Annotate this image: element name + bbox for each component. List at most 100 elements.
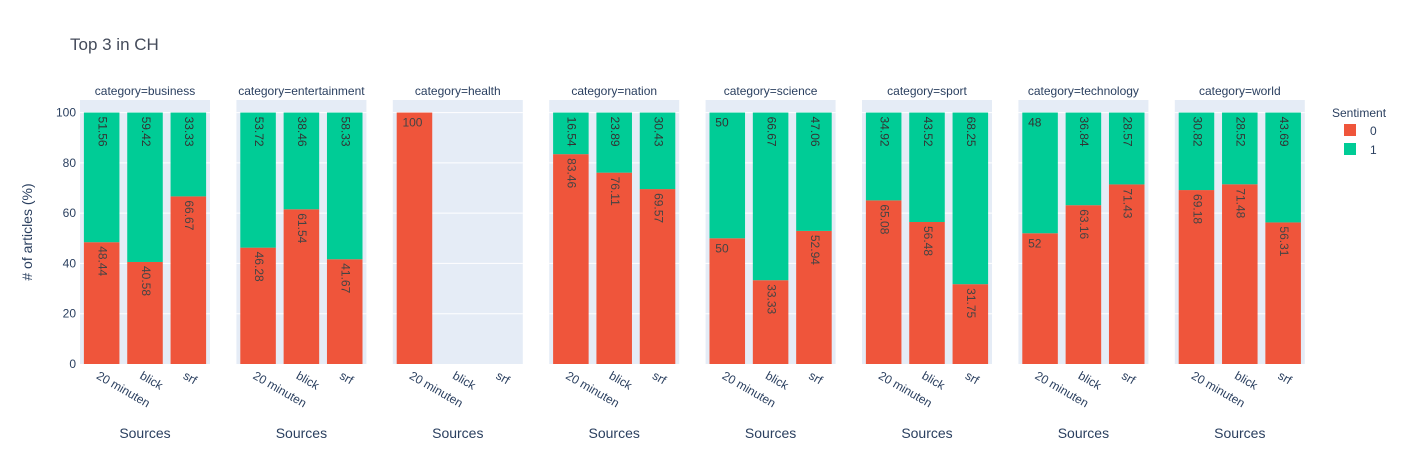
bar-sentiment-0[interactable]	[796, 230, 832, 364]
bar-label-sentiment-0: 76.11	[608, 177, 622, 206]
bar-sentiment-0[interactable]	[170, 196, 207, 364]
bar-label-sentiment-1: 33.33	[182, 117, 196, 147]
bar-sentiment-1[interactable]	[240, 112, 276, 248]
y-tick-label: 60	[63, 206, 77, 220]
y-axis-title: # of articles (%)	[19, 183, 35, 280]
bar-sentiment-1[interactable]	[796, 112, 832, 231]
bar-sentiment-0[interactable]	[596, 172, 632, 364]
legend-item-label[interactable]: 0	[1370, 124, 1377, 138]
bar-sentiment-1[interactable]	[952, 112, 989, 285]
bar-sentiment-1[interactable]	[1178, 112, 1215, 191]
bar-sentiment-0[interactable]	[1022, 233, 1058, 364]
bar-sentiment-0[interactable]	[83, 242, 120, 364]
bar-label-sentiment-1: 28.57	[1121, 117, 1135, 147]
x-tick-label: srf	[337, 368, 356, 387]
bar-sentiment-1[interactable]	[1065, 112, 1102, 206]
bar-label-sentiment-0: 100	[402, 116, 422, 130]
bar-sentiment-1[interactable]	[909, 112, 945, 222]
facet-title: category=entertainment	[238, 84, 365, 98]
bar-sentiment-0[interactable]	[396, 112, 433, 364]
bar-sentiment-1[interactable]	[553, 112, 589, 155]
bar-label-sentiment-1: 16.54	[565, 117, 579, 147]
bar-sentiment-0[interactable]	[283, 209, 320, 364]
legend-swatch[interactable]	[1344, 124, 1356, 136]
x-tick-label: blick	[138, 368, 167, 393]
bar-label-sentiment-1: 47.06	[808, 117, 822, 147]
x-axis-title: Sources	[119, 425, 170, 441]
x-axis-title: Sources	[432, 425, 483, 441]
bar-label-sentiment-0: 48.44	[95, 246, 109, 276]
bar-sentiment-1[interactable]	[1022, 112, 1058, 234]
legend-swatch[interactable]	[1344, 143, 1356, 155]
bar-sentiment-1[interactable]	[283, 112, 320, 210]
bar-sentiment-0[interactable]	[1108, 184, 1145, 364]
bar-sentiment-1[interactable]	[127, 112, 163, 262]
x-tick-label: blick	[1076, 368, 1105, 393]
bar-sentiment-1[interactable]	[1108, 112, 1145, 185]
bar-sentiment-1[interactable]	[865, 112, 902, 201]
x-tick-label: blick	[294, 368, 323, 393]
bar-sentiment-1[interactable]	[752, 112, 789, 281]
bar-label-sentiment-0: 69.57	[651, 193, 665, 223]
x-tick-label: srf	[181, 368, 200, 387]
x-axis-title: Sources	[901, 425, 952, 441]
bar-sentiment-1[interactable]	[596, 112, 632, 173]
bar-label-sentiment-1: 30.43	[651, 117, 665, 147]
bar-sentiment-0[interactable]	[909, 221, 945, 364]
bar-sentiment-1[interactable]	[639, 112, 676, 190]
legend[interactable]: Sentiment 0 1	[1332, 106, 1387, 157]
legend-item-label[interactable]: 1	[1370, 143, 1377, 157]
bar-label-sentiment-0: 83.46	[565, 158, 579, 188]
bar-sentiment-1[interactable]	[709, 112, 746, 239]
bar-label-sentiment-0: 33.33	[764, 284, 778, 314]
bar-label-sentiment-1: 36.84	[1077, 117, 1091, 147]
bar-label-sentiment-0: 31.75	[964, 288, 978, 318]
bar-sentiment-0[interactable]	[752, 280, 789, 364]
bar-sentiment-1[interactable]	[1222, 112, 1258, 185]
bar-sentiment-0[interactable]	[553, 154, 589, 364]
bar-sentiment-0[interactable]	[1265, 222, 1301, 364]
bar-sentiment-1[interactable]	[83, 112, 120, 243]
facet-title: category=health	[415, 84, 501, 98]
facet-title: category=technology	[1028, 84, 1139, 98]
x-axis-title: Sources	[1214, 425, 1265, 441]
x-axis-title: Sources	[1058, 425, 1109, 441]
bar-label-sentiment-1: 38.46	[295, 117, 309, 147]
x-tick-label: srf	[1119, 368, 1138, 387]
bar-label-sentiment-1: 66.67	[764, 117, 778, 147]
y-tick-label: 100	[56, 106, 76, 120]
bar-sentiment-0[interactable]	[127, 261, 163, 364]
bar-sentiment-0[interactable]	[709, 238, 746, 364]
bar-label-sentiment-0: 46.28	[252, 252, 266, 282]
bar-sentiment-0[interactable]	[1178, 190, 1215, 364]
bar-label-sentiment-1: 23.89	[608, 117, 622, 147]
bar-sentiment-0[interactable]	[1222, 184, 1258, 364]
bar-sentiment-1[interactable]	[1265, 112, 1301, 223]
bar-sentiment-0[interactable]	[865, 200, 902, 364]
legend-title: Sentiment	[1332, 106, 1387, 120]
bar-sentiment-1[interactable]	[326, 112, 363, 260]
bar-sentiment-0[interactable]	[240, 247, 276, 364]
y-tick-label: 80	[63, 156, 77, 170]
facet-title: category=business	[95, 84, 195, 98]
bar-label-sentiment-0: 56.31	[1277, 226, 1291, 256]
bar-label-sentiment-0: 69.18	[1190, 194, 1204, 224]
bar-sentiment-0[interactable]	[639, 189, 676, 364]
bar-label-sentiment-1: 28.52	[1234, 117, 1248, 147]
bar-sentiment-0[interactable]	[326, 259, 363, 364]
x-tick-label: srf	[650, 368, 669, 387]
bar-label-sentiment-0: 56.48	[921, 226, 935, 256]
bar-sentiment-1[interactable]	[170, 112, 207, 197]
bar-label-sentiment-1: 48	[1028, 116, 1042, 130]
x-tick-label: blick	[920, 368, 949, 393]
bar-sentiment-0[interactable]	[952, 284, 989, 364]
x-tick-label: srf	[1276, 368, 1295, 387]
bar-label-sentiment-0: 65.08	[877, 204, 891, 234]
bar-label-sentiment-0: 52.94	[808, 235, 822, 265]
x-tick-label: blick	[763, 368, 792, 393]
bar-sentiment-0[interactable]	[1065, 205, 1102, 364]
